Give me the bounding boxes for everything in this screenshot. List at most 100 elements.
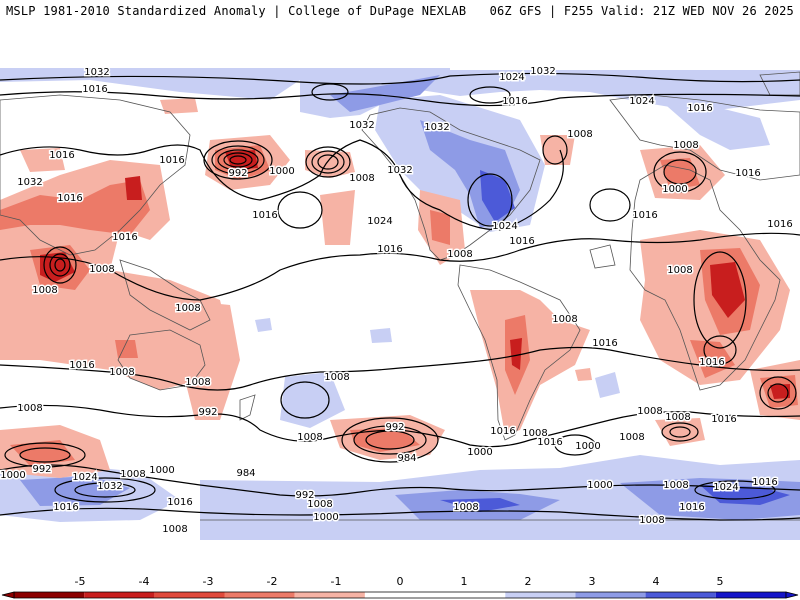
isobar-label: 992 <box>32 464 51 475</box>
colorbar-tick-label: 1 <box>461 575 468 588</box>
colorbar-tick-label: 4 <box>653 575 660 588</box>
isobar-label: 1032 <box>424 122 449 133</box>
isobar-label: 1016 <box>82 84 107 95</box>
colorbar-segment <box>84 592 155 598</box>
colorbar-segment <box>154 592 225 598</box>
valid-time: 06Z GFS | F255 Valid: 21Z WED NOV 26 202… <box>489 4 794 18</box>
isobar-label: 1032 <box>387 165 412 176</box>
isobar-label: 1008 <box>619 432 644 443</box>
isobar-label: 1008 <box>307 499 332 510</box>
colorbar-segment <box>294 592 365 598</box>
isobar-label: 1024 <box>72 472 97 483</box>
isobar-label: 1000 <box>575 441 600 452</box>
isobar-label: 992 <box>228 168 247 179</box>
isobar-label: 1032 <box>97 481 122 492</box>
isobar-label: 1016 <box>377 244 402 255</box>
anomaly-colorbar: -5 -4 -3 -2 -1 0 1 2 3 4 5 <box>1 575 799 599</box>
isobar-label: 1000 <box>269 166 294 177</box>
isobar-label: 984 <box>236 468 255 479</box>
isobar-label: 1016 <box>767 219 792 230</box>
isobar-label: 1008 <box>297 432 322 443</box>
colorbar-max-arrow <box>785 591 799 599</box>
isobar-label: 1008 <box>639 515 664 526</box>
colorbar-min-arrow <box>1 591 15 599</box>
isobar-label: 1008 <box>17 403 42 414</box>
isobar-label: 1016 <box>679 502 704 513</box>
isobar-label: 1032 <box>530 66 555 77</box>
isobar-label: 1032 <box>84 67 109 78</box>
isobar-label: 1016 <box>509 236 534 247</box>
isobar-label: 1008 <box>32 285 57 296</box>
colorbar-segment <box>14 592 85 598</box>
colorbar-segment <box>224 592 295 598</box>
isobar-label: 1008 <box>447 249 472 260</box>
isobar-label: 1016 <box>632 210 657 221</box>
isobar-label: 1016 <box>735 168 760 179</box>
isobar-label: 1008 <box>175 303 200 314</box>
isobar-label: 984 <box>397 453 416 464</box>
colorbar-tick-label: -3 <box>203 575 214 588</box>
isobar-label: 1024 <box>629 96 654 107</box>
isobar-label: 1016 <box>699 357 724 368</box>
isobar-label: 1016 <box>252 210 277 221</box>
isobar-label: 992 <box>198 407 217 418</box>
colorbar-tick-label: -4 <box>139 575 150 588</box>
isobar-label: 1016 <box>112 232 137 243</box>
isobar-label: 1008 <box>120 469 145 480</box>
isobar-label: 1016 <box>57 193 82 204</box>
isobar-label: 1008 <box>552 314 577 325</box>
isobar-label: 1016 <box>49 150 74 161</box>
isobar-label: 1008 <box>453 502 478 513</box>
isobar-label: 1024 <box>367 216 392 227</box>
colorbar-tick-label: 0 <box>397 575 404 588</box>
colorbar-segment <box>435 592 506 598</box>
isobar-label: 992 <box>385 422 404 433</box>
negative-anomaly-max <box>40 150 790 399</box>
isobar-label: 1024 <box>499 72 524 83</box>
isobar-label: 1016 <box>167 497 192 508</box>
map-title: MSLP 1981-2010 Standardized Anomaly | Co… <box>6 4 467 18</box>
isobar-label: 1000 <box>662 184 687 195</box>
colorbar-segment <box>715 592 786 598</box>
colorbar-tick-label: 5 <box>717 575 724 588</box>
isobar-label: 1016 <box>502 96 527 107</box>
colorbar-tick-label: 2 <box>525 575 532 588</box>
colorbar-segment <box>645 592 716 598</box>
colorbar-tick-label: 3 <box>589 575 596 588</box>
isobar-label: 992 <box>295 490 314 501</box>
isobar-label: 1000 <box>149 465 174 476</box>
colorbar-tick-label: -5 <box>75 575 86 588</box>
isobar-label: 1000 <box>0 470 25 481</box>
isobar-label: 1016 <box>53 502 78 513</box>
isobar-label: 1024 <box>713 482 738 493</box>
isobar-label: 1016 <box>537 437 562 448</box>
isobar-label: 1024 <box>492 221 517 232</box>
colorbar-segment <box>505 592 576 598</box>
isobar-label: 1008 <box>324 372 349 383</box>
isobar-label: 1000 <box>587 480 612 491</box>
isobar-label: 1008 <box>349 173 374 184</box>
isobar-label: 1008 <box>637 406 662 417</box>
isobar-label: 1016 <box>159 155 184 166</box>
isobar-lines <box>0 72 800 521</box>
positive-anomaly-max <box>440 170 790 512</box>
isobar-label: 1008 <box>567 129 592 140</box>
isobar-label: 1016 <box>687 103 712 114</box>
isobar-label: 1016 <box>592 338 617 349</box>
isobar-label: 1008 <box>667 265 692 276</box>
isobar-label: 1008 <box>109 367 134 378</box>
isobar-label: 1008 <box>663 480 688 491</box>
isobar-label: 1008 <box>522 428 547 439</box>
colorbar-segment <box>575 592 646 598</box>
isobar-label: 1008 <box>89 264 114 275</box>
isobar-label: 1008 <box>185 377 210 388</box>
isobar-label: 1016 <box>69 360 94 371</box>
isobar-label: 1032 <box>349 120 374 131</box>
isobar-label: 1016 <box>752 477 777 488</box>
isobar-label: 1008 <box>673 140 698 151</box>
colorbar-tick-label: -1 <box>331 575 342 588</box>
isobar-label: 1000 <box>313 512 338 523</box>
isobar-label: 1016 <box>490 426 515 437</box>
